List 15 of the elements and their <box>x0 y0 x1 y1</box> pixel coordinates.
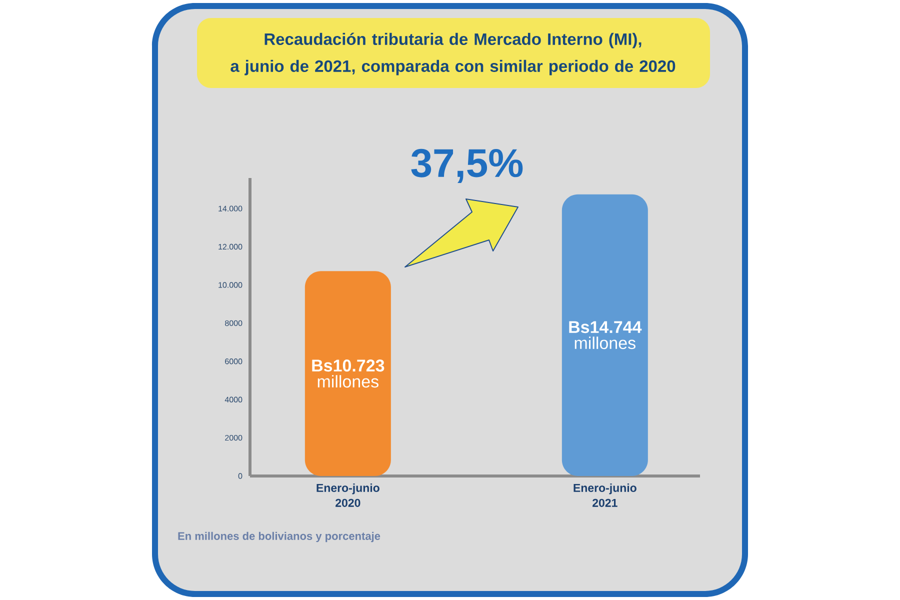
data-label: Bs14.744 millones <box>569 321 642 350</box>
data-label: Bs10.723 millones <box>312 360 384 388</box>
y-tick-label: 12.000 <box>218 244 242 250</box>
x-tick-label: Enero-junio 2021 <box>574 484 636 507</box>
y-tick-label: 6000 <box>225 358 242 364</box>
y-tick-label: 14.000 <box>218 206 242 212</box>
y-tick-label: 10.000 <box>218 282 242 288</box>
y-tick-label: 0 <box>238 473 242 479</box>
chart-title: Recaudación tributaria de Mercado Interno (MI), a junio de 2021, comparada con similar periodo de 2020 <box>230 32 676 76</box>
x-tick-label: Enero-junio 2020 <box>316 484 380 507</box>
y-tick-label: 8000 <box>225 320 242 326</box>
y-tick-label: 4000 <box>224 396 242 402</box>
y-tick-label: 2000 <box>225 434 242 441</box>
text: En millones de bolivianos y porcentaje <box>178 532 380 542</box>
annotation: 37,5% <box>411 148 523 184</box>
